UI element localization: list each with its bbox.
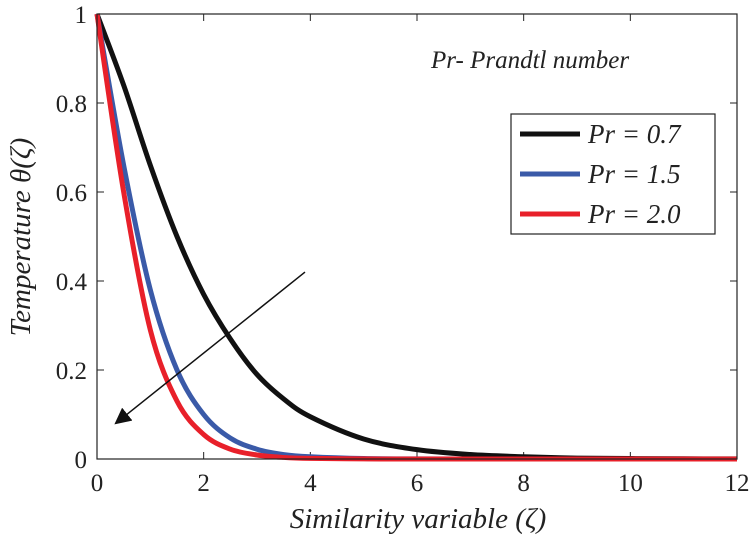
x-axis-ticks: 0 2 4 6 8 10 12 xyxy=(91,14,750,497)
x-tick-label: 0 xyxy=(91,470,104,497)
y-axis-ticks: 0 0.2 0.4 0.6 0.8 1 xyxy=(56,2,737,474)
y-tick-label: 1 xyxy=(75,2,88,29)
series-lines xyxy=(94,13,738,462)
y-tick-label: 0 xyxy=(75,447,88,474)
legend-label-pr07: Pr = 0.7 xyxy=(587,119,682,149)
series-line-pr07 xyxy=(94,13,738,462)
legend-label-pr20: Pr = 2.0 xyxy=(587,199,681,229)
series-line-pr20 xyxy=(94,13,737,462)
y-tick-label: 0.4 xyxy=(56,269,88,296)
x-tick-label: 2 xyxy=(197,470,210,497)
x-tick-label: 12 xyxy=(725,470,750,497)
y-axis-label: Temperature θ(ζ) xyxy=(5,138,37,337)
x-axis-label: Similarity variable (ζ) xyxy=(290,503,547,535)
legend-label-pr15: Pr = 1.5 xyxy=(587,159,680,189)
x-tick-label: 4 xyxy=(304,470,317,497)
y-tick-label: 0.8 xyxy=(56,91,87,118)
y-tick-label: 0.2 xyxy=(56,358,87,385)
legend: Pr = 0.7 Pr = 1.5 Pr = 2.0 xyxy=(510,113,716,235)
annotation-text: Pr- Prandtl number xyxy=(430,47,629,74)
x-tick-label: 6 xyxy=(411,470,424,497)
series-line-pr15 xyxy=(94,13,737,462)
x-tick-label: 10 xyxy=(618,470,643,497)
plot-frame xyxy=(96,13,738,460)
y-tick-label: 0.6 xyxy=(56,180,87,207)
increasing-pr-arrow xyxy=(114,271,306,425)
x-tick-label: 8 xyxy=(517,470,530,497)
